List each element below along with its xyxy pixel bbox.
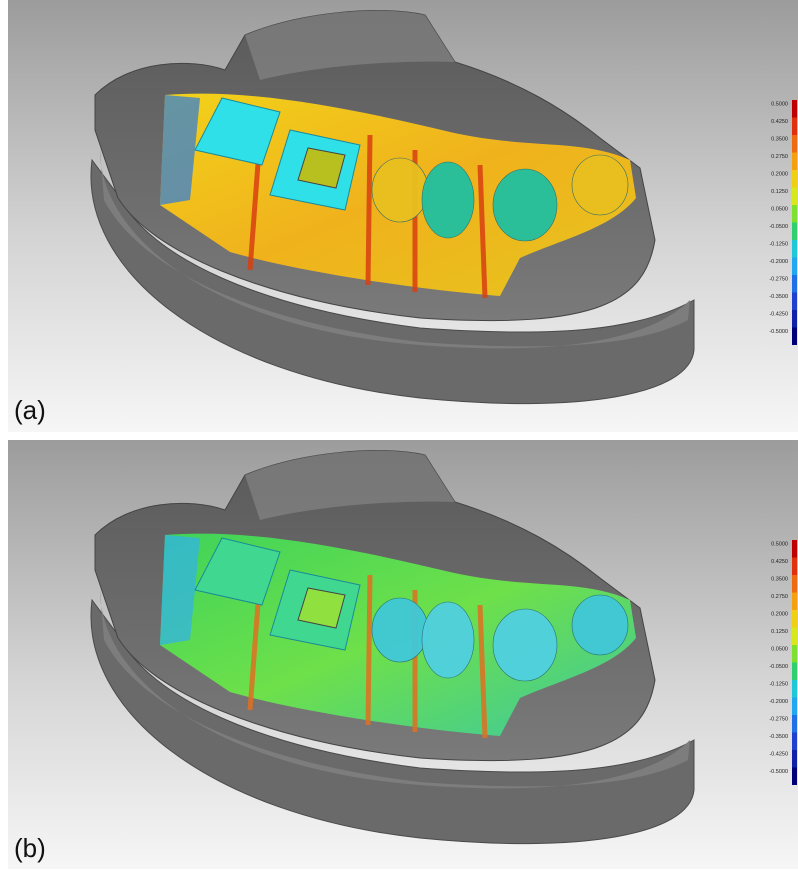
scale-swatch — [792, 680, 797, 698]
scale-swatch — [792, 170, 797, 188]
scale-label: 0.1250 — [771, 629, 788, 635]
scale-label: 0.0500 — [771, 646, 788, 652]
panel-label: (a) — [14, 395, 46, 425]
scale-label: -0.0500 — [769, 664, 788, 670]
scale-label: 0.2750 — [771, 154, 788, 160]
tooth — [493, 169, 557, 241]
tooth — [493, 609, 557, 681]
scale-swatch — [792, 663, 797, 681]
scale-swatch — [792, 153, 797, 171]
scale-label: 0.2000 — [771, 171, 788, 177]
seam — [368, 575, 370, 725]
scale-swatch — [792, 223, 797, 241]
scale-label: -0.4250 — [769, 751, 788, 757]
seam — [368, 135, 370, 285]
panel-label: (b) — [14, 833, 46, 863]
scale-label: 0.4250 — [771, 559, 788, 565]
tooth — [572, 155, 628, 215]
scale-label: -0.1250 — [769, 241, 788, 247]
scale-swatch — [792, 645, 797, 663]
scale-label: -0.4250 — [769, 311, 788, 317]
scale-swatch — [792, 698, 797, 716]
scale-label: 0.4250 — [771, 119, 788, 125]
scale-swatch — [792, 540, 797, 558]
tooth — [422, 602, 474, 678]
scale-label: -0.1250 — [769, 681, 788, 687]
scale-label: 0.5000 — [771, 101, 788, 107]
scale-label: -0.3500 — [769, 734, 788, 740]
scale-swatch — [792, 628, 797, 646]
panel: 0.5000 0.4250 0.3500 0.2750 0.2000 0.1250 0.05… — [8, 0, 798, 432]
scale-label: 0.2750 — [771, 594, 788, 600]
tooth — [422, 162, 474, 238]
scale-swatch — [792, 258, 797, 276]
scale-swatch — [792, 768, 797, 786]
scale-label: 0.5000 — [771, 541, 788, 547]
scale-swatch — [792, 558, 797, 576]
scale-swatch — [792, 118, 797, 136]
scale-swatch — [792, 750, 797, 768]
scale-label: -0.5000 — [769, 769, 788, 775]
scale-swatch — [792, 310, 797, 328]
scale-label: 0.2000 — [771, 611, 788, 617]
figure: 0.5000 0.4250 0.3500 0.2750 0.2000 0.1250 0.05… — [0, 0, 798, 869]
scale-swatch — [792, 328, 797, 346]
scale-label: -0.5000 — [769, 329, 788, 335]
scale-swatch — [792, 188, 797, 206]
scale-swatch — [792, 733, 797, 751]
scale-label: -0.2000 — [769, 699, 788, 705]
panel: 0.5000 0.4250 0.3500 0.2750 0.2000 0.1250 0.05… — [8, 440, 798, 869]
scale-swatch — [792, 575, 797, 593]
scale-label: -0.3500 — [769, 294, 788, 300]
scale-swatch — [792, 715, 797, 733]
scale-label: -0.2750 — [769, 276, 788, 282]
scale-label: -0.2000 — [769, 259, 788, 265]
scale-label: 0.3500 — [771, 136, 788, 142]
scale-swatch — [792, 100, 797, 118]
scale-swatch — [792, 135, 797, 153]
scale-swatch — [792, 293, 797, 311]
scale-label: 0.3500 — [771, 576, 788, 582]
scale-label: -0.2750 — [769, 716, 788, 722]
tooth — [372, 158, 428, 222]
scale-swatch — [792, 593, 797, 611]
tooth — [372, 598, 428, 662]
scale-swatch — [792, 240, 797, 258]
scale-label: -0.0500 — [769, 224, 788, 230]
tooth — [572, 595, 628, 655]
scale-swatch — [792, 275, 797, 293]
scale-label: 0.1250 — [771, 189, 788, 195]
scale-swatch — [792, 205, 797, 223]
scale-label: 0.0500 — [771, 206, 788, 212]
scale-swatch — [792, 610, 797, 628]
